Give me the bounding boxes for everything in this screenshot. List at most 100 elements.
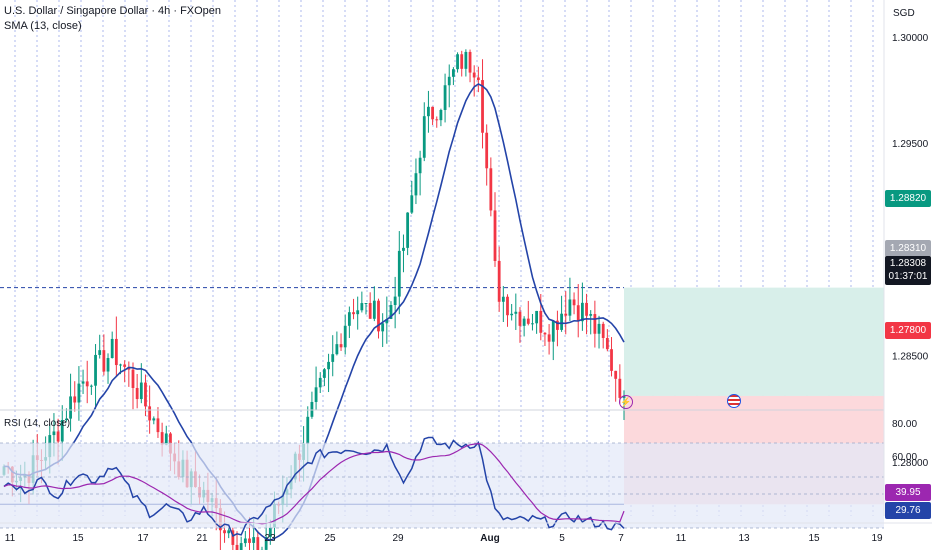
- time-tick-label: 11: [676, 533, 687, 544]
- rsi-line: [3, 436, 625, 537]
- time-tick-label: 13: [738, 533, 750, 544]
- candle-body: [268, 527, 272, 538]
- candle-body: [468, 51, 472, 73]
- candle-body: [310, 401, 314, 417]
- candle-body: [610, 349, 613, 371]
- candle-body: [160, 432, 164, 445]
- candle-body: [381, 323, 385, 332]
- currency-label[interactable]: SGD: [893, 8, 915, 19]
- candle-body: [377, 300, 380, 332]
- candle-body: [539, 310, 543, 333]
- candle-body: [318, 377, 322, 388]
- candle-body: [152, 418, 156, 421]
- candle-body: [331, 354, 335, 362]
- candle-body: [564, 313, 568, 316]
- candle-body: [223, 530, 226, 534]
- candle-body: [397, 250, 401, 297]
- candle-body: [94, 354, 97, 386]
- candle-body: [243, 538, 247, 544]
- lightning-icon[interactable]: ⚡: [619, 395, 633, 409]
- last-price-value: 1.28308: [889, 258, 927, 269]
- candle-body: [123, 364, 127, 367]
- candle-body: [102, 350, 106, 372]
- rsi-ma-line: [3, 442, 625, 525]
- candle-body: [406, 212, 410, 248]
- candle-body: [314, 387, 318, 402]
- candle-body: [144, 382, 147, 407]
- candle-body: [156, 418, 160, 433]
- candle-body: [456, 54, 459, 70]
- candle-body: [327, 361, 330, 370]
- time-tick-label: 25: [324, 533, 336, 544]
- candle-body: [551, 320, 555, 342]
- candle-body: [114, 338, 118, 366]
- candle-body: [439, 109, 443, 121]
- candle-body: [506, 296, 509, 316]
- candle-body: [572, 299, 576, 306]
- candle-body: [106, 358, 110, 372]
- candle-body: [52, 431, 56, 436]
- candle-body: [65, 418, 68, 421]
- candle-body: [164, 433, 168, 445]
- price-axis: 1.275001.280001.285001.290001.295001.300…: [892, 33, 929, 469]
- candle-body: [110, 338, 114, 359]
- candle-body: [389, 305, 393, 319]
- candle-body: [248, 538, 251, 543]
- candle-body: [485, 132, 489, 169]
- time-tick-label: 15: [808, 533, 820, 544]
- candle-body: [476, 77, 480, 81]
- rsi-level-60: 60.00: [892, 452, 918, 463]
- candle-body: [256, 537, 260, 550]
- candle-body: [69, 396, 72, 419]
- candle-body: [526, 318, 530, 324]
- candle-body: [393, 296, 397, 306]
- candle-body: [343, 325, 347, 348]
- rsi-ma-tag: 39.95: [885, 484, 931, 501]
- candle-body: [443, 85, 447, 110]
- candle-body: [422, 116, 426, 158]
- time-axis: 11 15 17 21 23 25 29 Aug 5 7 11 13 15 19: [5, 533, 883, 544]
- time-tick-label: Aug: [480, 533, 499, 544]
- candle-body: [543, 332, 547, 335]
- rsi-band: [0, 443, 884, 528]
- time-tick-label: 15: [72, 533, 84, 544]
- candle-body: [568, 299, 572, 316]
- candle-body: [522, 318, 526, 326]
- candle-body: [614, 370, 618, 379]
- time-tick-label: 17: [137, 533, 149, 544]
- us-flag-icon[interactable]: [727, 394, 741, 408]
- candle-body: [148, 406, 152, 421]
- candle-body: [605, 337, 609, 350]
- candle-body: [239, 543, 243, 550]
- last-price-tag: 1.28308 01:37:01: [885, 256, 931, 285]
- rsi-legend[interactable]: RSI (14, close): [4, 418, 71, 429]
- candle-body: [472, 72, 476, 78]
- target-price-tag: 1.28820: [885, 190, 931, 207]
- candle-body: [585, 302, 588, 316]
- candle-body: [264, 537, 268, 550]
- rsi-value-tag: 29.76: [885, 502, 931, 519]
- candle-body: [85, 381, 89, 387]
- candle-body: [618, 378, 622, 398]
- time-tick-label: 23: [264, 533, 276, 544]
- candle-body: [451, 69, 455, 77]
- time-tick-label: 11: [5, 533, 16, 544]
- candle-body: [460, 54, 464, 69]
- sma-legend[interactable]: SMA (13, close): [4, 20, 82, 32]
- time-tick-label: 21: [196, 533, 208, 544]
- candle-body: [339, 344, 343, 348]
- time-tick-label: 29: [392, 533, 404, 544]
- price-tick-label: 1.30000: [892, 33, 929, 44]
- time-tick-label: 19: [871, 533, 883, 544]
- candle-body: [493, 210, 497, 261]
- candle-body: [135, 387, 139, 400]
- candle-body: [580, 302, 584, 322]
- candle-body: [368, 303, 372, 319]
- candle-body: [385, 318, 389, 324]
- candle-body: [556, 320, 559, 330]
- candle-body: [119, 364, 122, 366]
- candle-body: [81, 381, 85, 384]
- candle-body: [60, 420, 64, 442]
- candle-body: [73, 396, 77, 403]
